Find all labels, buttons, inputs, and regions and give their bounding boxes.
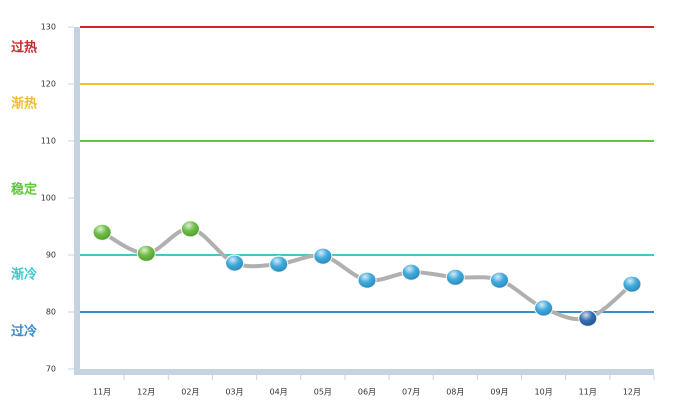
y-tick-label: 110 [41,137,56,146]
point-shine [446,269,465,286]
x-tick-label: 07月 [402,388,420,397]
y-tick-label: 100 [41,194,56,203]
point-shine [490,272,509,289]
x-tick-label: 02月 [181,388,199,397]
x-tick-label: 11月 [93,388,111,397]
y-tick-label: 90 [46,251,56,260]
point-shine [358,272,376,289]
x-axis-bar [74,369,654,375]
x-tick-label: 03月 [225,388,243,397]
point-shine [225,254,244,271]
y-tick-label: 80 [46,308,56,317]
x-tick-label: 08月 [446,388,464,397]
x-tick-label: 06月 [358,388,376,397]
y-axis-bar [74,27,80,375]
x-tick-label: 09月 [490,388,508,397]
y-tick-label: 120 [41,80,56,89]
point-shine [181,220,200,237]
zone-label: 过冷 [11,324,37,340]
zone-label: 过热 [11,40,37,56]
zone-label: 渐热 [11,96,37,112]
x-tick-label: 12月 [623,388,641,397]
x-tick-label: 10月 [535,388,553,397]
zone-label: 稳定 [11,182,37,198]
point-shine [402,264,421,281]
point-shine [313,248,332,265]
y-tick-label: 70 [46,365,56,374]
x-tick-label: 11月 [579,388,597,397]
x-tick-label: 05月 [314,388,332,397]
x-tick-label: 04月 [270,388,288,397]
y-tick-label: 130 [41,23,56,32]
point-shine [137,245,156,262]
point-shine [622,276,641,293]
point-shine [534,300,553,317]
point-shine [269,256,288,273]
point-shine [578,310,597,327]
point-shine [93,224,112,241]
zone-label: 渐冷 [11,267,37,283]
x-tick-label: 12月 [137,388,155,397]
